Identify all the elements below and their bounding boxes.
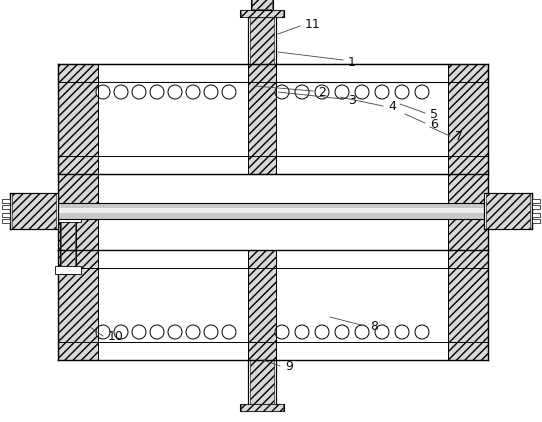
Bar (484, 193, 532, 229)
Circle shape (295, 325, 309, 339)
Text: 4: 4 (388, 100, 396, 114)
Bar (2, 199, 10, 203)
Circle shape (96, 85, 110, 99)
Bar (98, 156, 266, 174)
Circle shape (222, 325, 236, 339)
Bar (532, 205, 540, 209)
Circle shape (186, 85, 200, 99)
Bar (240, 10, 284, 17)
Text: 6: 6 (430, 117, 438, 130)
Circle shape (315, 325, 329, 339)
Circle shape (335, 85, 349, 99)
Bar (61, 215, 75, 273)
Bar (250, 17, 274, 64)
Bar (10, 203, 532, 219)
Circle shape (355, 325, 369, 339)
Circle shape (168, 85, 182, 99)
Bar (58, 156, 488, 174)
Text: 5: 5 (430, 108, 438, 121)
Text: 3: 3 (348, 94, 356, 106)
Circle shape (415, 85, 429, 99)
Circle shape (168, 325, 182, 339)
Text: 8: 8 (370, 320, 378, 333)
Bar (58, 250, 98, 360)
Bar (60, 214, 76, 274)
Bar (10, 208, 532, 213)
Bar (58, 174, 98, 250)
Bar (98, 82, 266, 156)
Bar (448, 64, 488, 174)
Bar (532, 213, 540, 217)
Bar (448, 250, 488, 360)
Circle shape (150, 85, 164, 99)
Bar (58, 64, 488, 82)
Circle shape (114, 85, 128, 99)
Circle shape (114, 325, 128, 339)
Circle shape (204, 325, 218, 339)
Circle shape (96, 325, 110, 339)
Circle shape (204, 85, 218, 99)
Bar (55, 266, 81, 274)
Bar (248, 17, 276, 64)
Bar (2, 219, 10, 223)
Bar (532, 199, 540, 203)
Text: 10: 10 (108, 330, 124, 344)
Circle shape (375, 325, 389, 339)
Circle shape (335, 325, 349, 339)
Bar (241, 404, 283, 411)
Bar (252, 0, 272, 9)
Bar (58, 64, 98, 174)
Bar (2, 213, 10, 217)
Circle shape (415, 325, 429, 339)
Circle shape (395, 325, 409, 339)
Circle shape (150, 325, 164, 339)
Text: 1: 1 (348, 56, 356, 68)
Bar (248, 250, 276, 360)
Bar (248, 360, 276, 404)
Circle shape (275, 85, 289, 99)
Bar (448, 174, 488, 250)
Bar (251, 0, 273, 10)
Text: 11: 11 (305, 17, 321, 30)
Bar (10, 193, 58, 229)
Text: 7: 7 (455, 130, 463, 143)
Text: 9: 9 (285, 360, 293, 373)
Bar (486, 193, 530, 229)
Circle shape (132, 85, 146, 99)
Bar (248, 64, 276, 174)
Bar (240, 404, 284, 411)
Circle shape (186, 325, 200, 339)
Bar (55, 214, 81, 222)
Circle shape (295, 85, 309, 99)
Bar (2, 205, 10, 209)
Bar (12, 193, 56, 229)
Bar (532, 219, 540, 223)
Circle shape (222, 85, 236, 99)
Circle shape (315, 85, 329, 99)
Circle shape (375, 85, 389, 99)
Circle shape (395, 85, 409, 99)
Circle shape (132, 325, 146, 339)
Bar (250, 360, 274, 404)
Circle shape (355, 85, 369, 99)
Text: 2: 2 (318, 86, 326, 98)
Bar (241, 10, 283, 17)
Circle shape (275, 325, 289, 339)
